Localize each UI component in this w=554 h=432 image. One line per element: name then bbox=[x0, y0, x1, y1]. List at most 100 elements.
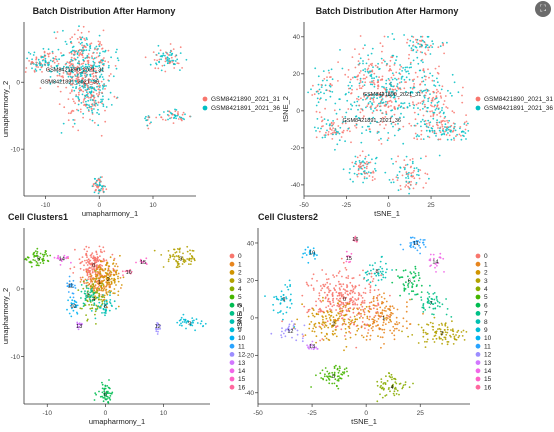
point-cluster-1 bbox=[395, 316, 398, 319]
legend-label: 10 bbox=[484, 335, 492, 342]
point-GSM8421890_2021_31 bbox=[368, 175, 371, 177]
point-GSM8421891_2021_36 bbox=[396, 83, 399, 85]
point-GSM8421891_2021_36 bbox=[176, 114, 179, 117]
point-cluster-0 bbox=[368, 283, 371, 286]
point-GSM8421891_2021_36 bbox=[105, 106, 108, 108]
point-GSM8421891_2021_36 bbox=[421, 51, 423, 54]
point-GSM8421891_2021_36 bbox=[65, 43, 68, 45]
point-GSM8421891_2021_36 bbox=[351, 104, 354, 107]
legend-swatch bbox=[475, 360, 481, 365]
point-cluster-8 bbox=[108, 301, 111, 303]
point-GSM8421890_2021_31 bbox=[414, 124, 417, 127]
point-cluster-5 bbox=[49, 254, 52, 257]
point-GSM8421891_2021_36 bbox=[417, 113, 420, 116]
cluster-label-15: 15 bbox=[346, 256, 352, 262]
point-cluster-10 bbox=[73, 302, 75, 305]
point-GSM8421890_2021_31 bbox=[164, 57, 167, 60]
point-cluster-5 bbox=[341, 371, 344, 374]
point-GSM8421891_2021_36 bbox=[325, 89, 328, 92]
point-GSM8421891_2021_36 bbox=[369, 122, 372, 125]
point-cluster-10 bbox=[69, 296, 72, 299]
point-GSM8421891_2021_36 bbox=[400, 76, 403, 78]
point-GSM8421890_2021_31 bbox=[52, 59, 55, 62]
point-cluster-1 bbox=[390, 314, 392, 316]
point-cluster-1 bbox=[383, 319, 385, 322]
point-GSM8421890_2021_31 bbox=[405, 171, 408, 174]
point-GSM8421890_2021_31 bbox=[92, 68, 94, 71]
point-cluster-0 bbox=[356, 314, 358, 316]
point-cluster-1 bbox=[361, 334, 363, 337]
point-cluster-3 bbox=[426, 338, 429, 341]
point-GSM8421891_2021_36 bbox=[370, 73, 373, 76]
point-cluster-1 bbox=[373, 304, 375, 306]
expand-button[interactable]: ⛶ bbox=[535, 1, 551, 17]
legend-label: 9 bbox=[238, 327, 242, 334]
point-cluster-3 bbox=[175, 260, 178, 263]
point-cluster-4 bbox=[94, 281, 96, 283]
point-cluster-4 bbox=[92, 283, 95, 286]
point-cluster-7 bbox=[93, 302, 96, 305]
point-cluster-9 bbox=[181, 324, 183, 327]
point-GSM8421890_2021_31 bbox=[360, 97, 362, 100]
point-GSM8421891_2021_36 bbox=[350, 103, 352, 106]
point-cluster-6 bbox=[93, 399, 96, 401]
point-cluster-2 bbox=[356, 318, 358, 321]
point-cluster-2 bbox=[353, 321, 355, 324]
point-cluster-6 bbox=[95, 393, 97, 396]
point-cluster-11 bbox=[74, 284, 76, 287]
point-cluster-2 bbox=[326, 333, 328, 336]
point-GSM8421890_2021_31 bbox=[77, 129, 80, 132]
point-cluster-9 bbox=[287, 288, 290, 291]
point-GSM8421890_2021_31 bbox=[387, 106, 390, 109]
point-cluster-2 bbox=[313, 325, 316, 327]
point-GSM8421891_2021_36 bbox=[426, 44, 429, 46]
point-cluster-1 bbox=[107, 283, 110, 286]
point-cluster-2 bbox=[296, 318, 299, 321]
point-GSM8421890_2021_31 bbox=[144, 56, 147, 59]
point-cluster-2 bbox=[336, 318, 339, 320]
point-GSM8421891_2021_36 bbox=[70, 80, 73, 82]
point-cluster-0 bbox=[86, 273, 89, 276]
point-GSM8421891_2021_36 bbox=[364, 44, 366, 47]
y-tick-label: -10 bbox=[11, 146, 21, 153]
point-cluster-0 bbox=[351, 291, 354, 294]
point-GSM8421890_2021_31 bbox=[311, 94, 314, 96]
point-GSM8421890_2021_31 bbox=[330, 76, 332, 78]
point-GSM8421891_2021_36 bbox=[403, 34, 405, 36]
point-cluster-5 bbox=[333, 365, 336, 368]
point-GSM8421891_2021_36 bbox=[319, 91, 322, 94]
point-cluster-4 bbox=[393, 394, 396, 397]
point-GSM8421890_2021_31 bbox=[367, 162, 369, 165]
point-GSM8421890_2021_31 bbox=[92, 99, 95, 101]
point-cluster-0 bbox=[92, 256, 95, 259]
point-cluster-6 bbox=[402, 269, 405, 272]
point-GSM8421891_2021_36 bbox=[92, 60, 95, 63]
point-cluster-0 bbox=[94, 256, 97, 259]
point-cluster-10 bbox=[308, 251, 311, 254]
point-GSM8421891_2021_36 bbox=[416, 56, 419, 59]
point-cluster-3 bbox=[173, 258, 175, 260]
point-GSM8421891_2021_36 bbox=[170, 54, 173, 56]
point-cluster-12 bbox=[288, 323, 291, 326]
legend-label: 3 bbox=[484, 278, 488, 285]
point-cluster-0 bbox=[91, 252, 94, 255]
point-GSM8421891_2021_36 bbox=[394, 77, 396, 80]
point-GSM8421891_2021_36 bbox=[407, 175, 409, 178]
point-GSM8421891_2021_36 bbox=[433, 132, 436, 135]
point-cluster-8 bbox=[375, 274, 378, 277]
point-cluster-7 bbox=[430, 301, 432, 303]
point-GSM8421891_2021_36 bbox=[162, 52, 165, 55]
point-cluster-4 bbox=[385, 375, 387, 378]
point-cluster-4 bbox=[82, 280, 85, 283]
point-cluster-8 bbox=[102, 294, 104, 296]
point-GSM8421891_2021_36 bbox=[408, 44, 411, 47]
point-GSM8421890_2021_31 bbox=[174, 110, 177, 113]
point-GSM8421891_2021_36 bbox=[417, 42, 420, 45]
point-cluster-3 bbox=[440, 322, 443, 325]
point-cluster-2 bbox=[313, 315, 316, 318]
point-cluster-2 bbox=[108, 278, 111, 280]
point-GSM8421890_2021_31 bbox=[381, 121, 384, 123]
point-cluster-0 bbox=[346, 290, 349, 293]
point-GSM8421890_2021_31 bbox=[370, 64, 373, 67]
point-GSM8421890_2021_31 bbox=[465, 124, 468, 127]
